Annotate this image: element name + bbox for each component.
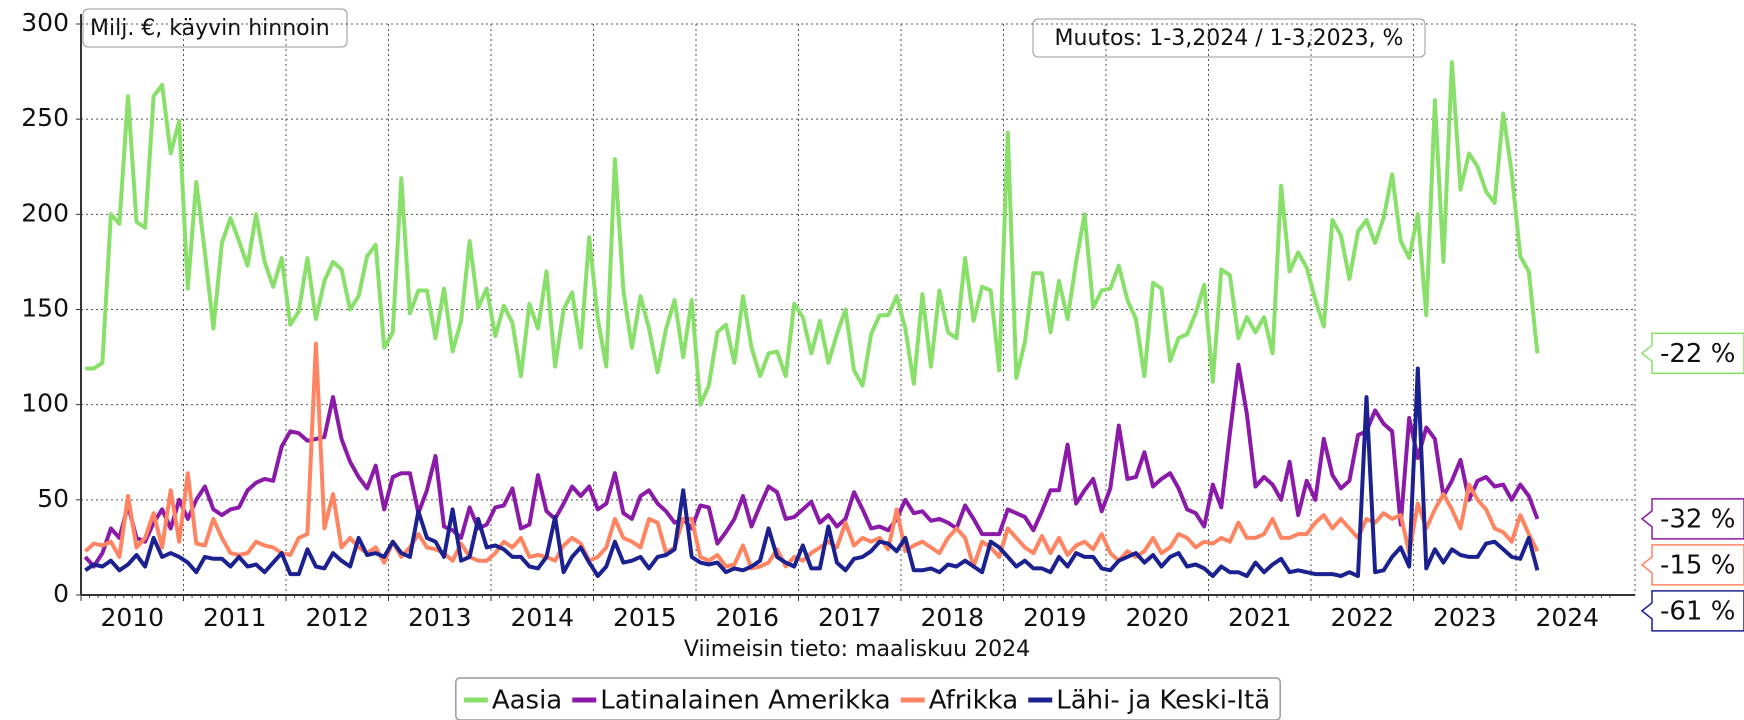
x-tick-label: 2014 xyxy=(510,603,574,632)
change-callout: -61 % xyxy=(1640,590,1744,632)
series-line xyxy=(85,60,1540,407)
legend-box xyxy=(455,677,1281,720)
y-tick-label: 150 xyxy=(21,294,69,323)
series-line xyxy=(84,366,1540,578)
change-label: -32 % xyxy=(1660,504,1735,534)
x-tick-label: 2012 xyxy=(305,603,369,632)
y-tick-label: 50 xyxy=(37,484,69,513)
callout-box xyxy=(1640,498,1744,540)
change-callout: -32 % xyxy=(1640,498,1744,540)
callout-box xyxy=(1640,332,1744,375)
x-tick-label: 2016 xyxy=(715,603,779,632)
annotation: Muutos: 1-3,2024 / 1-3,2023, % xyxy=(1055,26,1404,51)
annotation-box: Muutos: 1-3,2024 / 1-3,2023, % xyxy=(1032,18,1426,58)
y-label-box: Milj. €, käyvin hinnoin xyxy=(82,8,348,48)
legend: Aasia Latinalainen Amerikka Afrikka Lähi- j… xyxy=(455,677,1281,720)
legend-label: Afrikka xyxy=(929,686,1019,716)
y-tick-label: 0 xyxy=(53,579,69,608)
x-tick-label: 2013 xyxy=(408,603,472,632)
change-callout: -15 % xyxy=(1640,544,1744,586)
y-tick-label: 100 xyxy=(21,389,69,418)
change-callout: -22 % xyxy=(1640,332,1744,375)
x-tick-label: 2011 xyxy=(203,603,267,632)
y-label: Milj. €, käyvin hinnoin xyxy=(90,16,330,41)
label-box xyxy=(82,8,348,48)
change-label: -61 % xyxy=(1660,596,1735,626)
label-box xyxy=(1032,18,1426,58)
x-axis-label: Viimeisin tieto: maaliskuu 2024 xyxy=(684,637,1030,662)
x-tick-label: 2020 xyxy=(1125,603,1189,632)
legend-label: Lähi- ja Keski-Itä xyxy=(1056,686,1270,716)
legend-label: Latinalainen Amerikka xyxy=(600,686,890,716)
change-label: -15 % xyxy=(1660,550,1735,580)
x-tick-label: 2019 xyxy=(1023,603,1087,632)
x-tick-label: 2022 xyxy=(1330,603,1394,632)
x-tick-label: 2017 xyxy=(818,603,882,632)
callout-box xyxy=(1640,544,1744,586)
change-label: -22 % xyxy=(1660,339,1735,369)
x-tick-label: 2010 xyxy=(100,603,164,632)
x-tick-label: 2024 xyxy=(1535,603,1599,632)
y-tick-label: 250 xyxy=(21,103,69,132)
callout-box xyxy=(1640,590,1744,632)
x-tick-label: 2023 xyxy=(1433,603,1497,632)
y-tick-label: 200 xyxy=(21,198,69,227)
x-tick-label: 2021 xyxy=(1228,603,1292,632)
x-tick-label: 2018 xyxy=(920,603,984,632)
y-tick-label: 300 xyxy=(21,8,69,37)
x-tick-label: 2015 xyxy=(613,603,677,632)
legend-label: Aasia xyxy=(492,686,562,716)
series-line xyxy=(83,362,1540,569)
series-line xyxy=(83,341,1540,571)
